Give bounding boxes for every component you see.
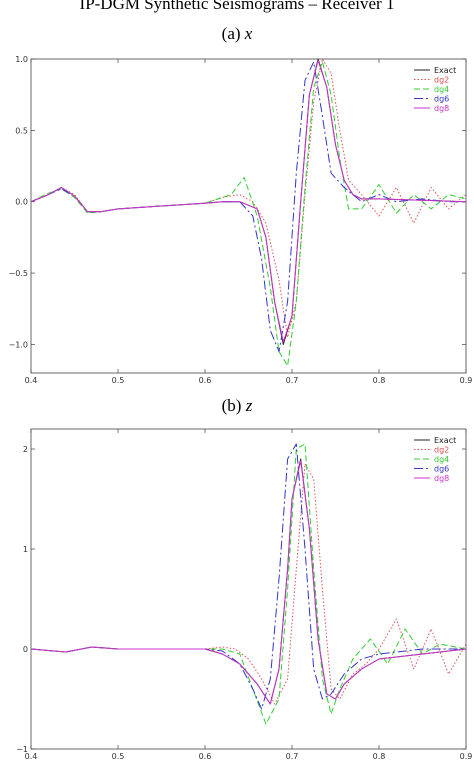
series-line-dg6: [30, 443, 466, 710]
y-tick-label: 2: [23, 445, 28, 454]
series-line-dg2: [30, 463, 467, 705]
legend-entry: dg4: [434, 455, 449, 464]
legend-entry: dg2: [434, 76, 449, 85]
legend-entry: Exact: [434, 66, 456, 75]
y-tick-label: 0: [23, 645, 28, 654]
series-line-dg6: [30, 61, 466, 353]
y-tick-label: 1: [23, 545, 28, 554]
x-tick-label: 0.8: [373, 752, 386, 761]
panel-a-variable: x: [244, 24, 253, 43]
y-tick-label: −0.5: [9, 269, 28, 278]
panel-a-label: (a) x: [0, 24, 474, 44]
legend-entry: dg4: [434, 85, 449, 94]
series-line-exact: [30, 458, 467, 705]
series-line-dg2: [30, 58, 467, 338]
panel-b-prefix: (b): [221, 396, 246, 415]
legend-entry: dg8: [434, 104, 449, 113]
series-line-dg4: [30, 61, 467, 367]
x-tick-label: 0.4: [25, 376, 38, 385]
legend-entry: dg6: [434, 95, 449, 104]
series-line-dg8: [30, 59, 467, 343]
series-line-dg4: [30, 443, 467, 725]
y-tick-label: 0.5: [15, 126, 28, 135]
x-tick-label: 0.4: [25, 752, 38, 761]
legend-entry: dg8: [434, 474, 449, 483]
figure-title: IP-DGM Synthetic Seismograms – Receiver …: [79, 0, 395, 13]
x-tick-label: 0.5: [112, 376, 125, 385]
series-line-dg8: [30, 460, 467, 705]
legend-entry: dg2: [434, 446, 449, 455]
x-tick-label: 0.7: [286, 752, 299, 761]
x-tick-label: 0.8: [373, 376, 386, 385]
y-tick-label: −1: [16, 745, 28, 754]
plot-frame: [30, 58, 467, 374]
y-tick-label: 0.0: [15, 198, 28, 207]
chart-x-component: 0.4 0.5 0.6 0.7 0.8 0.9 1.0 0.5 0.0 −0.5 −1.0 Exact…: [9, 55, 473, 385]
panel-b-variable: z: [245, 396, 253, 415]
x-tick-label: 0.9: [460, 376, 473, 385]
x-tick-label: 0.5: [112, 752, 125, 761]
x-tick-label: 0.6: [199, 376, 212, 385]
panel-a-prefix: (a): [221, 24, 245, 43]
plot-frame: [30, 428, 467, 750]
x-tick-label: 0.7: [286, 376, 299, 385]
series-line-exact: [30, 58, 467, 345]
x-tick-label: 0.6: [199, 752, 212, 761]
y-tick-label: 1.0: [15, 55, 28, 64]
y-tick-label: −1.0: [9, 340, 28, 349]
x-tick-label: 0.9: [460, 752, 473, 761]
legend-entry: Exact: [434, 436, 456, 445]
legend-entry: dg6: [434, 465, 449, 474]
panel-b-label: (b) z: [0, 396, 474, 416]
